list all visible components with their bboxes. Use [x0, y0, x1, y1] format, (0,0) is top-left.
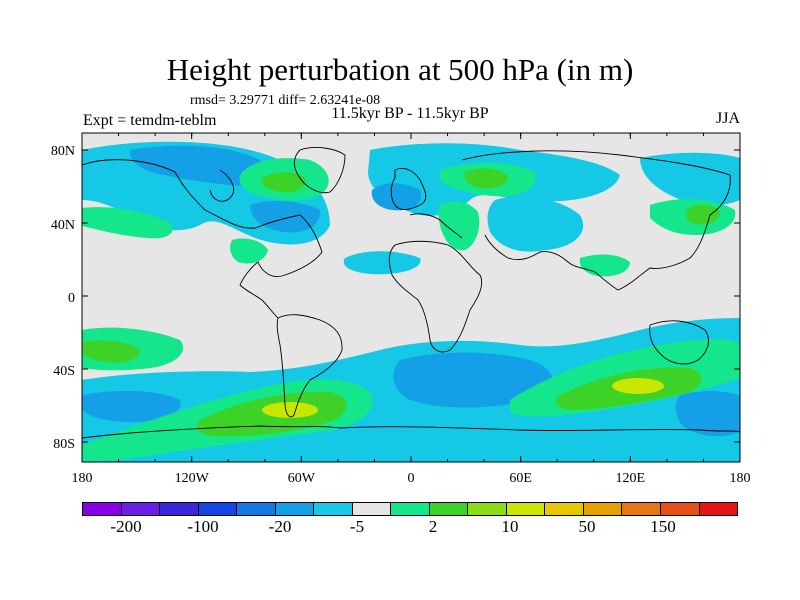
lat-label-80s: 80S	[53, 437, 75, 452]
axis-ticks	[81, 133, 741, 462]
lat-label-80n: 80N	[51, 144, 75, 159]
colorbar-label: -200	[110, 517, 142, 536]
contour-sh-right	[675, 391, 740, 437]
contour-north-pacific	[640, 152, 740, 206]
colorbar-swatch	[583, 503, 623, 515]
plot-subtitle: 11.5kyr BP - 11.5kyr BP	[331, 105, 489, 122]
lon-label-180w: 180	[72, 471, 93, 486]
colorbar-swatch	[468, 503, 507, 515]
coast-greenland	[293, 147, 346, 194]
plot-title: Height perturbation at 500 hPa (in m)	[166, 52, 634, 87]
colorbar-label: 50	[578, 517, 596, 536]
coast-europe	[390, 167, 463, 239]
lon-label-60e: 60E	[509, 471, 532, 486]
coast-hudson	[209, 169, 234, 202]
coast-north-america	[82, 159, 323, 319]
colorbar-swatch	[352, 503, 392, 515]
contour-sh-peak-left	[262, 402, 318, 418]
colorbar-swatch	[121, 503, 161, 515]
colorbar-swatch	[391, 503, 430, 515]
contour-atlantic-blob	[343, 251, 421, 275]
coast-australia	[649, 320, 709, 365]
colorbar-label: -5	[349, 517, 365, 536]
experiment-label: Expt = temdm-teblm	[83, 112, 217, 129]
lon-label-120e: 120E	[616, 471, 646, 486]
lat-label-40s: 40S	[53, 364, 75, 379]
colorbar-label: 2	[428, 517, 438, 536]
colorbar-swatch	[275, 503, 315, 515]
colorbar	[82, 502, 738, 516]
contour-greenland-core	[261, 172, 306, 193]
contour-mideast	[438, 201, 480, 251]
lon-label-0: 0	[408, 471, 415, 486]
contour-sh-left-core	[82, 340, 140, 363]
contour-europe-core	[464, 168, 508, 189]
colorbar-swatch	[160, 503, 199, 515]
colorbar-swatch	[660, 503, 700, 515]
colorbar-label: -100	[187, 517, 219, 536]
contour-east-atlantic	[371, 183, 421, 211]
contour-north-pacific-arc	[82, 207, 173, 239]
colorbar-swatch	[198, 503, 238, 515]
colorbar-swatch	[314, 503, 353, 515]
lon-label-120w: 120W	[175, 471, 210, 486]
contour-east-asia-core	[686, 204, 720, 225]
coast-africa	[388, 240, 483, 353]
contour-south-atlantic	[393, 352, 553, 408]
lon-label-60w: 60W	[288, 471, 316, 486]
colorbar-swatch	[699, 503, 738, 515]
contour-asia	[487, 196, 584, 252]
colorbar-swatch	[622, 503, 661, 515]
colorbar-label: -20	[268, 517, 292, 536]
lat-label-0: 0	[68, 291, 75, 306]
coast-asia	[461, 150, 731, 291]
contour-sh-left	[82, 390, 181, 422]
colorbar-swatch	[83, 503, 122, 515]
rmsd-diff-stats: rmsd= 3.29771 diff= 2.63241e-08	[190, 93, 381, 108]
lon-label-180e: 180	[730, 471, 751, 486]
colorbar-swatch	[506, 503, 546, 515]
coast-south-america	[276, 314, 343, 418]
coast-antarctica	[82, 425, 740, 439]
season-label: JJA	[715, 110, 740, 127]
contour-atlantic-mid	[230, 238, 268, 264]
colorbar-label: 150	[650, 517, 676, 536]
colorbar-swatch	[545, 503, 584, 515]
contour-fill-layer	[82, 141, 740, 462]
contour-sh-peak-right	[612, 378, 664, 394]
colorbar-swatch	[237, 503, 276, 515]
coastlines	[82, 147, 740, 439]
lat-label-40n: 40N	[51, 218, 75, 233]
contour-us-east	[250, 200, 321, 233]
colorbar-swatch	[429, 503, 469, 515]
contour-arctic-canada	[129, 145, 264, 186]
colorbar-label: 10	[501, 517, 519, 536]
